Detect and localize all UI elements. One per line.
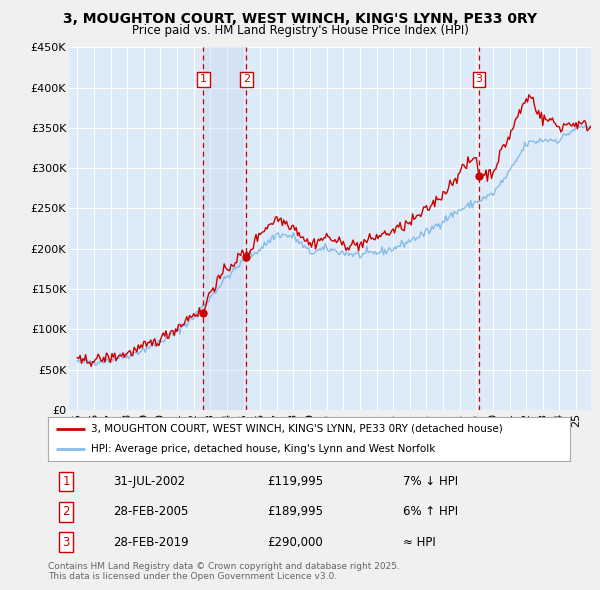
Text: £119,995: £119,995 — [267, 475, 323, 488]
Text: Contains HM Land Registry data © Crown copyright and database right 2025.: Contains HM Land Registry data © Crown c… — [48, 562, 400, 571]
Text: 3, MOUGHTON COURT, WEST WINCH, KING'S LYNN, PE33 0RY (detached house): 3, MOUGHTON COURT, WEST WINCH, KING'S LY… — [91, 424, 503, 434]
Text: 31-JUL-2002: 31-JUL-2002 — [113, 475, 185, 488]
Text: £290,000: £290,000 — [267, 536, 323, 549]
Text: £189,995: £189,995 — [267, 505, 323, 519]
Text: 7% ↓ HPI: 7% ↓ HPI — [403, 475, 458, 488]
Text: 3: 3 — [62, 536, 70, 549]
Text: 2: 2 — [242, 74, 250, 84]
Text: HPI: Average price, detached house, King's Lynn and West Norfolk: HPI: Average price, detached house, King… — [91, 444, 435, 454]
Text: 1: 1 — [62, 475, 70, 488]
Text: 28-FEB-2019: 28-FEB-2019 — [113, 536, 189, 549]
Text: 2: 2 — [62, 505, 70, 519]
Text: 3: 3 — [475, 74, 482, 84]
Text: 28-FEB-2005: 28-FEB-2005 — [113, 505, 188, 519]
Text: 6% ↑ HPI: 6% ↑ HPI — [403, 505, 458, 519]
Text: This data is licensed under the Open Government Licence v3.0.: This data is licensed under the Open Gov… — [48, 572, 337, 581]
Text: 3, MOUGHTON COURT, WEST WINCH, KING'S LYNN, PE33 0RY: 3, MOUGHTON COURT, WEST WINCH, KING'S LY… — [63, 12, 537, 26]
Text: Price paid vs. HM Land Registry's House Price Index (HPI): Price paid vs. HM Land Registry's House … — [131, 24, 469, 37]
Text: ≈ HPI: ≈ HPI — [403, 536, 436, 549]
Bar — [203, 47, 246, 410]
Text: 1: 1 — [200, 74, 207, 84]
